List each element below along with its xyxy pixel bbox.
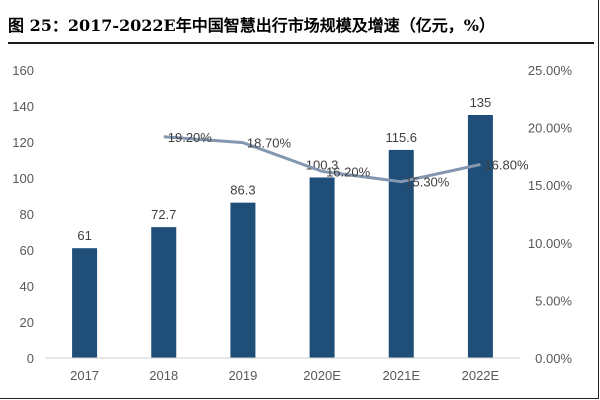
- growth-line: [163, 135, 481, 184]
- bar-value-label: 86.3: [230, 183, 255, 198]
- y-left-tick-label: 160: [12, 63, 34, 78]
- chart-title: 图 25：2017-2022E年中国智慧出行市场规模及增速（亿元，%）: [8, 16, 495, 35]
- y-left-tick-label: 20: [20, 315, 34, 330]
- bar: [388, 149, 414, 358]
- y-left-tick-label: 80: [20, 207, 34, 222]
- y-left-tick-label: 60: [20, 243, 34, 258]
- growth-rate-label: 19.20%: [168, 130, 213, 145]
- y-left-tick-label: 120: [12, 135, 34, 150]
- y-left-tick-label: 140: [12, 99, 34, 114]
- bar-value-label: 135: [470, 95, 492, 110]
- bar: [230, 202, 256, 358]
- x-tick-label: 2017: [70, 368, 99, 383]
- y-axis-left: 0 20 40 60 80 100 120 140 160: [12, 63, 34, 366]
- bar: [467, 115, 493, 358]
- bar: [72, 248, 98, 358]
- bar-value-label: 61: [77, 228, 91, 243]
- y-right-tick-label: 5.00%: [535, 293, 572, 308]
- y-left-tick-label: 0: [27, 351, 34, 366]
- x-tick-label: 2020E: [303, 368, 341, 383]
- y-left-tick-label: 100: [12, 171, 34, 186]
- y-right-tick-label: 15.00%: [528, 178, 573, 193]
- x-tick-label: 2022E: [462, 368, 500, 383]
- y-right-tick-label: 0.00%: [535, 351, 572, 366]
- x-tick-label: 2018: [149, 368, 178, 383]
- growth-rate-label: 16.80%: [484, 157, 529, 172]
- x-axis: 2017 2018 2019 2020E 2021E 2022E: [45, 357, 520, 383]
- y-left-tick-label: 40: [20, 279, 34, 294]
- growth-rate-label: 15.30%: [405, 175, 450, 190]
- bar: [309, 177, 335, 358]
- growth-rate-label: 16.20%: [326, 164, 371, 179]
- growth-rate-label: 18.70%: [247, 136, 292, 151]
- bar: [151, 227, 177, 358]
- y-right-tick-label: 10.00%: [528, 236, 573, 251]
- y-axis-right: 0.00% 5.00% 10.00% 15.00% 20.00% 25.00%: [528, 63, 573, 366]
- bar-value-label: 72.7: [151, 207, 176, 222]
- title-divider: [8, 42, 594, 44]
- y-right-tick-label: 20.00%: [528, 121, 573, 136]
- y-right-tick-label: 25.00%: [528, 63, 573, 78]
- x-tick-label: 2021E: [382, 368, 420, 383]
- x-tick-label: 2019: [228, 368, 257, 383]
- growth-line-series: 19.20% 18.70% 16.20% 15.30% 16.80%: [163, 130, 529, 190]
- bar-value-label: 115.6: [385, 130, 417, 145]
